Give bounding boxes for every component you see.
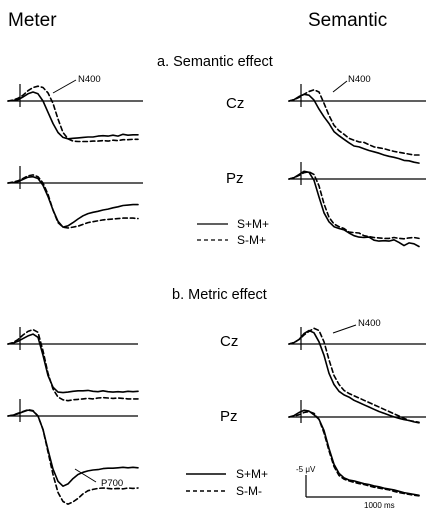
n400-label-a-meter: N400	[78, 74, 101, 85]
header-meter: Meter	[8, 10, 57, 31]
waveform-dashed-b-semantic-cz	[288, 327, 420, 424]
waveform-solid-a-meter-cz	[7, 91, 139, 140]
legend-a-solid-label: S+M+	[237, 217, 269, 231]
channel-label-b-cz: Cz	[220, 333, 238, 350]
channel-label-b-pz: Pz	[220, 408, 238, 425]
waveform-dashed-a-semantic-cz	[288, 89, 420, 156]
legend-a-dashed-label: S-M+	[237, 233, 266, 247]
legend-b-dashed-label: S-M-	[236, 484, 262, 498]
waveform-solid-a-semantic-pz	[288, 170, 420, 248]
waveform-solid-b-meter-pz	[7, 409, 139, 487]
n400-pointer-b-semantic	[332, 324, 357, 334]
erp-panel-b-meter-cz	[7, 327, 139, 402]
waveform-solid-a-meter-pz	[7, 175, 139, 228]
waveform-solid-a-semantic-cz	[288, 93, 420, 164]
scale-time-label: 1000 ms	[364, 501, 395, 510]
erp-panels	[7, 84, 426, 505]
n400-pointer-a-meter	[52, 79, 77, 94]
erp-panel-a-semantic-pz	[288, 162, 426, 248]
waveform-dashed-b-meter-cz	[7, 328, 139, 402]
scale-amplitude-label: -5 μV	[296, 465, 316, 474]
waveform-dashed-a-meter-cz	[7, 85, 139, 143]
header-semantic: Semantic	[308, 10, 387, 31]
channel-label-a-cz: Cz	[226, 95, 244, 112]
waveform-dashed-a-semantic-pz	[288, 171, 420, 240]
p700-pointer	[74, 468, 97, 483]
section-b-title: b. Metric effect	[172, 287, 267, 303]
n400-pointer-a-semantic	[332, 80, 348, 93]
waveform-dashed-b-meter-pz	[7, 408, 139, 505]
erp-panel-b-meter-pz	[7, 399, 139, 505]
n400-label-b-semantic: N400	[358, 318, 381, 329]
waveform-dashed-b-semantic-pz	[288, 410, 420, 497]
n400-label-a-semantic: N400	[348, 74, 371, 85]
waveform-dashed-a-meter-pz	[7, 174, 139, 229]
channel-label-a-pz: Pz	[226, 170, 244, 187]
erp-panel-b-semantic-pz	[288, 400, 426, 497]
legend-b-solid-label: S+M+	[236, 467, 268, 481]
section-a-title: a. Semantic effect	[157, 54, 273, 70]
erp-panel-b-semantic-cz	[288, 327, 426, 424]
erp-panel-a-meter-cz	[7, 84, 143, 143]
erp-panel-a-semantic-cz	[288, 84, 426, 164]
waveform-solid-b-meter-cz	[7, 333, 139, 394]
waveform-solid-b-semantic-pz	[288, 409, 420, 497]
erp-panel-a-meter-pz	[7, 166, 143, 229]
p700-label: P700	[101, 478, 123, 489]
